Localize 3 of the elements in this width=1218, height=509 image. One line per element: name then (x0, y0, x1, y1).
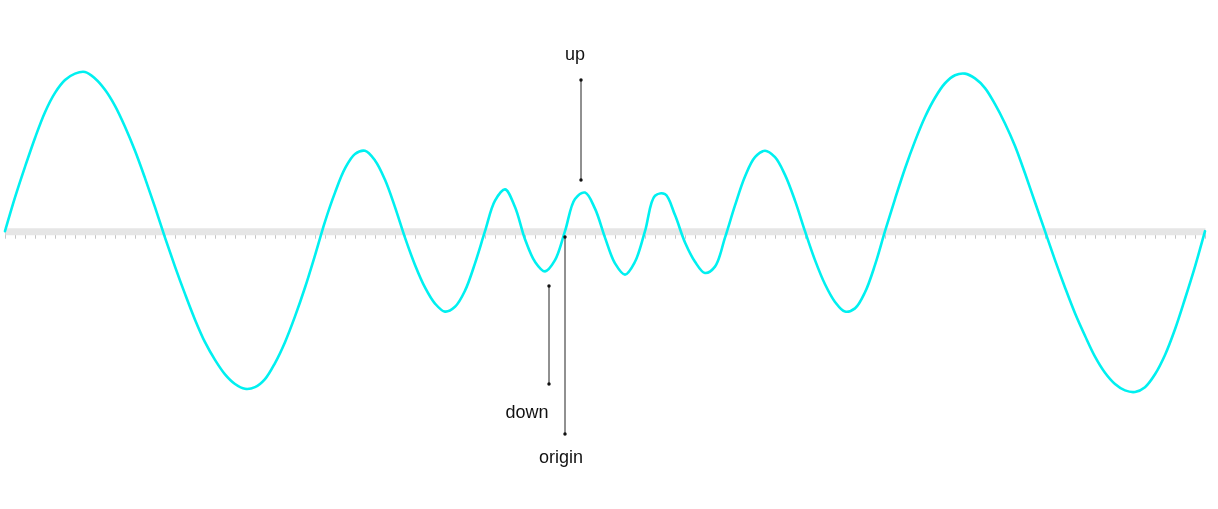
text: origin (538, 447, 584, 467)
text: down (505, 402, 549, 422)
text: up (564, 44, 586, 64)
